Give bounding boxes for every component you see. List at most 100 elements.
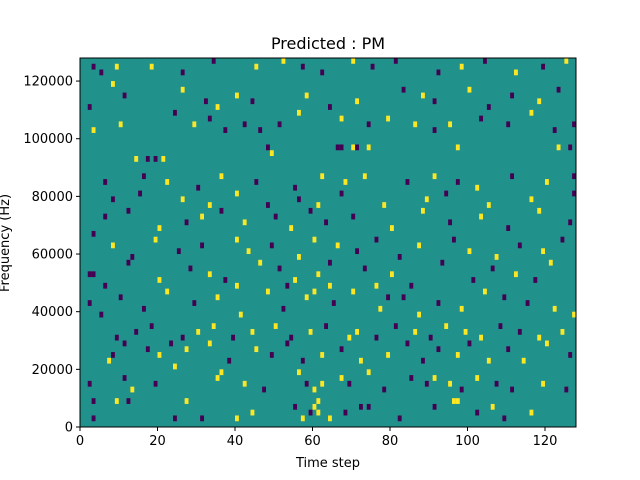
heatmap-cell: [184, 219, 189, 226]
heatmap-cell: [269, 150, 274, 157]
heatmap-cell: [297, 109, 301, 116]
heatmap-cell: [405, 340, 410, 347]
heatmap-cell: [444, 323, 449, 329]
heatmap-cell: [510, 386, 515, 393]
y-tick-label: 80000: [32, 190, 73, 205]
heatmap-cell: [173, 415, 177, 422]
heatmap-cell: [304, 380, 309, 387]
heatmap-cell: [568, 352, 573, 358]
heatmap-cell: [134, 156, 139, 162]
heatmap-cells: [87, 58, 577, 422]
heatmap-cell: [514, 271, 518, 278]
heatmap-cell: [390, 271, 394, 278]
heatmap-cell: [180, 69, 185, 76]
heatmap-cell: [324, 323, 329, 329]
heatmap-cell: [517, 242, 522, 249]
plot-area: [79, 57, 577, 428]
heatmap-cell: [537, 334, 542, 341]
heatmap-cell: [393, 58, 398, 64]
heatmap-cell: [122, 375, 127, 381]
heatmap-cell: [510, 92, 515, 99]
heatmap-cell: [219, 173, 224, 180]
heatmap-cell: [510, 173, 515, 180]
heatmap-cell: [506, 346, 511, 353]
heatmap-cell: [359, 357, 363, 364]
heatmap-cell: [91, 415, 96, 422]
heatmap-cell: [343, 409, 348, 416]
heatmap-cell: [486, 104, 491, 110]
heatmap-cell: [537, 207, 542, 214]
heatmap-cell: [537, 98, 542, 105]
heatmap-cell: [351, 144, 356, 151]
heatmap-cell: [277, 265, 282, 272]
heatmap-cell: [386, 115, 391, 122]
heatmap-cell: [366, 369, 371, 376]
heatmap-cell: [157, 277, 162, 283]
heatmap-cell: [366, 144, 371, 151]
heatmap-cell: [180, 334, 185, 341]
heatmap-cell: [359, 403, 363, 410]
x-tick-label: 120: [533, 434, 558, 449]
heatmap-cell: [192, 121, 197, 128]
y-axis: 0 20000 40000 60000 80000 100000 120000: [23, 75, 80, 436]
heatmap-cell: [521, 357, 526, 364]
heatmap-cell: [242, 380, 247, 387]
heatmap-cell: [308, 409, 313, 416]
heatmap-cell: [200, 242, 205, 249]
heatmap-cell: [103, 282, 108, 289]
heatmap-cell: [246, 248, 251, 255]
heatmap-cell: [417, 311, 422, 318]
heatmap-cell: [339, 375, 344, 381]
heatmap-cell: [490, 403, 495, 410]
heatmap-cell: [436, 300, 441, 306]
heatmap-cell: [207, 271, 212, 278]
heatmap-cell: [533, 277, 538, 283]
heatmap-cell: [436, 346, 441, 353]
heatmap-cell: [471, 277, 476, 283]
heatmap-cell: [293, 277, 298, 283]
heatmap-cell: [529, 196, 534, 203]
heatmap-cell: [328, 282, 332, 289]
heatmap-cell: [165, 288, 170, 295]
heatmap-cell: [316, 398, 321, 404]
heatmap-cell: [320, 352, 325, 358]
heatmap-cell: [548, 259, 553, 266]
heatmap-cell: [300, 357, 305, 364]
heatmap-cell: [173, 363, 177, 370]
heatmap-cell: [304, 92, 309, 99]
heatmap-cell: [188, 265, 193, 272]
heatmap-cell: [490, 265, 495, 272]
heatmap-cell: [161, 156, 166, 162]
heatmap-cell: [91, 230, 96, 237]
heatmap-cell: [529, 409, 534, 416]
heatmap-cell: [308, 207, 313, 214]
heatmap-cell: [494, 254, 499, 260]
heatmap-cell: [142, 173, 146, 180]
heatmap-cell: [211, 323, 216, 329]
heatmap-cell: [347, 380, 352, 387]
x-tick-label: 100: [455, 434, 480, 449]
heatmap-cell: [343, 179, 348, 185]
heatmap-cell: [382, 202, 387, 208]
heatmap-cell: [421, 207, 425, 214]
heatmap-cell: [242, 219, 247, 226]
heatmap-cell: [436, 69, 441, 76]
heatmap-cell: [142, 305, 146, 312]
heatmap-cell: [401, 294, 406, 301]
heatmap-cell: [506, 225, 511, 231]
heatmap-cell: [432, 173, 437, 180]
heatmap-cell: [173, 109, 177, 116]
heatmap-cell: [87, 271, 92, 278]
y-tick-label: 100000: [23, 132, 73, 147]
heatmap-cell: [328, 415, 332, 422]
heatmap-cell: [126, 398, 131, 404]
heatmap-cell: [118, 294, 123, 301]
heatmap-cell: [467, 248, 472, 255]
y-tick-label: 120000: [23, 75, 73, 90]
heatmap-cell: [300, 415, 305, 422]
heatmap-cell: [215, 375, 220, 381]
heatmap-cell: [529, 109, 534, 116]
heatmap-cell: [428, 334, 433, 341]
heatmap-cell: [362, 173, 367, 180]
heatmap-cell: [467, 340, 472, 347]
